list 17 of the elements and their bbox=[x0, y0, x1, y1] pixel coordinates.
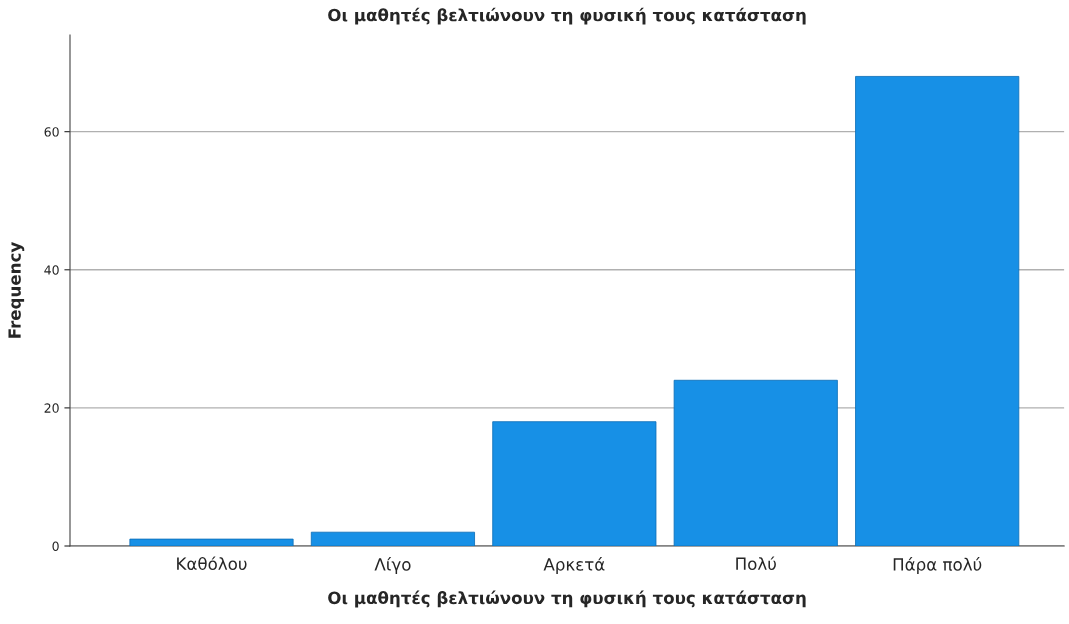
y-tick-label: 20 bbox=[44, 403, 59, 413]
x-tick-label: Καθόλου bbox=[177, 556, 247, 571]
x-tick-label: Λίγο bbox=[374, 557, 411, 574]
bar bbox=[310, 531, 475, 546]
x-axis-title: Οι μαθητές βελτιώνουν τη φυσική τους κατάσταση bbox=[328, 590, 806, 608]
x-tick-label: Πολύ bbox=[736, 556, 776, 571]
x-tick-label: Πάρα πολύ bbox=[893, 557, 982, 574]
y-tick-label: 40 bbox=[44, 265, 59, 275]
bar bbox=[673, 379, 838, 546]
y-axis-title: Frequency bbox=[8, 242, 25, 338]
y-tick-label: 0 bbox=[52, 541, 59, 551]
bar bbox=[492, 421, 657, 546]
bar bbox=[855, 76, 1020, 546]
x-tick-label: Αρκετά bbox=[543, 557, 605, 574]
y-tick-label: 60 bbox=[44, 127, 59, 137]
chart-title: Οι μαθητές βελτιώνουν τη φυσική τους κατάσταση bbox=[328, 7, 806, 25]
bar bbox=[129, 538, 294, 546]
